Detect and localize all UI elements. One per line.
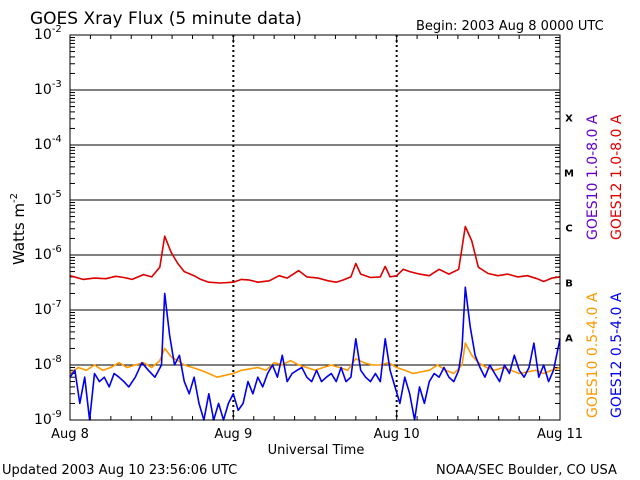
y-axis-label-sup: -2 [9, 193, 20, 203]
x-tick-label: Aug 10 [374, 427, 420, 442]
svg-text:Watts m-2: Watts m-2 [9, 193, 28, 265]
y-tick-label: 10-8 [34, 354, 62, 373]
y-axis-label-main: Watts m [10, 203, 28, 265]
flare-class-label: M [564, 169, 574, 180]
flare-class-label: A [565, 334, 573, 345]
y-tick-label: 10-3 [34, 79, 62, 98]
y-tick-label: 10-5 [34, 189, 62, 208]
plot-border [69, 34, 561, 421]
series-line [69, 342, 561, 378]
grid-layer [69, 34, 561, 421]
legend-entry: GOES10 1.0-8.0 A [585, 114, 601, 240]
flare-class-labels: X M C B A [564, 114, 574, 345]
credit-label: NOAA/SEC Boulder, CO USA [436, 463, 617, 478]
series-layer [69, 225, 561, 421]
series-line [69, 286, 561, 421]
y-tick-label: 10-2 [34, 24, 62, 43]
chart-title: GOES Xray Flux (5 minute data) [30, 9, 302, 29]
legend-entry: GOES12 1.0-8.0 A [609, 114, 625, 240]
x-tick-label: Aug 9 [214, 427, 252, 442]
legend-entry: GOES12 0.5-4.0 A [609, 292, 625, 418]
flare-class-label: C [565, 224, 572, 235]
flare-class-label: B [565, 279, 573, 290]
flare-class-label: X [565, 114, 573, 125]
x-tick-label: Aug 8 [51, 427, 89, 442]
x-axis-label: Universal Time [268, 443, 365, 458]
y-tick-label: 10-7 [34, 299, 62, 318]
plot-frame [69, 34, 561, 421]
y-tick-label: 10-9 [34, 409, 62, 428]
y-tick-label: 10-6 [34, 244, 62, 263]
y-tick-labels: 10-9 10-8 10-7 10-6 10-5 10-4 10-3 10-2 [34, 24, 62, 428]
updated-timestamp: Updated 2003 Aug 10 23:56:06 UTC [2, 463, 237, 478]
x-tick-label: Aug 11 [537, 427, 583, 442]
begin-label: Begin: 2003 Aug 8 0000 UTC [416, 19, 604, 34]
x-tick-labels: Aug 8 Aug 9 Aug 10 Aug 11 [51, 427, 583, 442]
y-axis-label: Watts m-2 [9, 193, 28, 265]
legend: GOES10 1.0-8.0 A GOES12 1.0-8.0 A GOES10 0… [585, 114, 625, 418]
series-line [69, 225, 561, 284]
y-tick-label: 10-4 [34, 134, 62, 153]
legend-entry: GOES10 0.5-4.0 A [585, 292, 601, 418]
